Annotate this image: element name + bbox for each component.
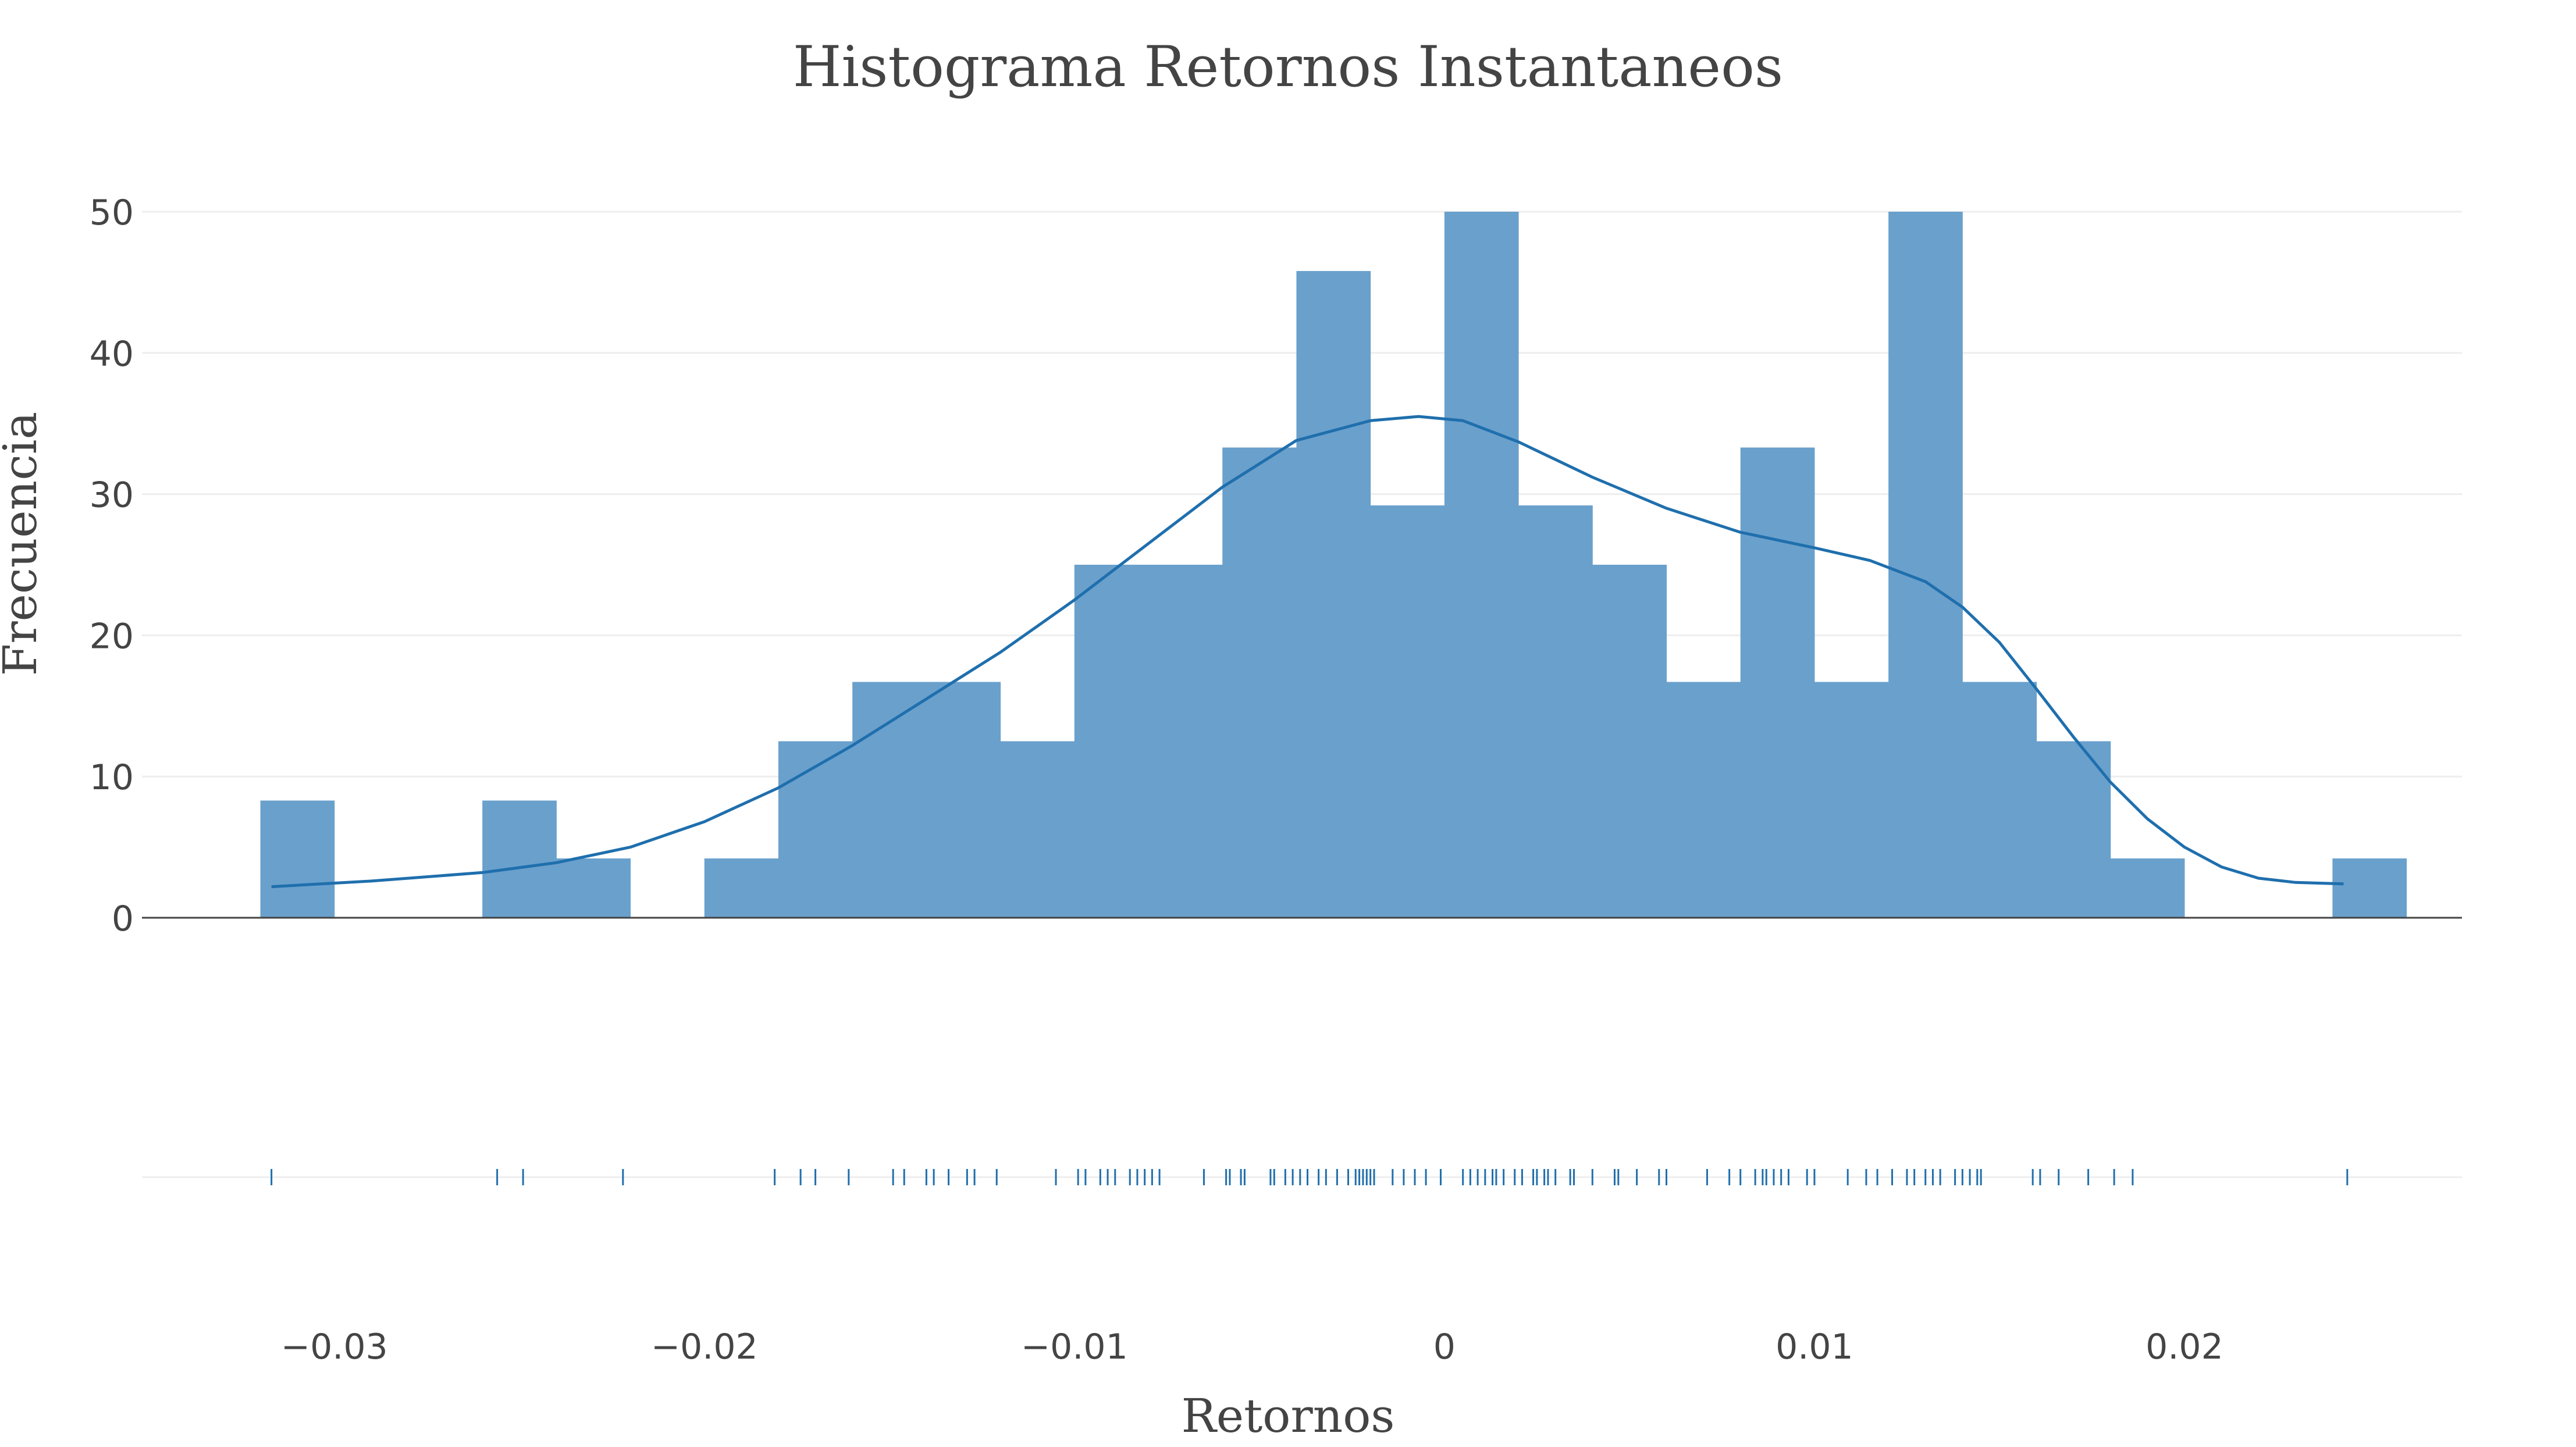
x-tick-label: −0.02	[651, 1327, 758, 1367]
x-tick-label: 0.01	[1776, 1327, 1853, 1367]
histogram-bar	[1148, 565, 1223, 918]
histogram-bar	[260, 800, 335, 918]
y-tick-label: 0	[112, 899, 134, 939]
x-tick-label: −0.01	[1021, 1327, 1128, 1367]
y-tick-label: 40	[90, 334, 134, 375]
histogram-bar	[556, 858, 631, 918]
y-tick-label: 30	[90, 475, 134, 516]
axes-layer: 0 10 20 30 40 50 −0.03 −0.02 −0.01 0 0.01 0.02	[90, 193, 2462, 1367]
x-tick-label: 0	[1433, 1327, 1456, 1367]
histogram-bar	[704, 858, 779, 918]
histogram-bar	[482, 800, 557, 918]
histogram-bar	[852, 682, 927, 918]
histogram-bar	[1666, 682, 1741, 918]
density-curve	[271, 415, 2344, 889]
histogram-bars	[260, 212, 2407, 918]
histogram-bar	[1074, 565, 1149, 918]
y-tick-label: 10	[90, 757, 134, 798]
histogram-bar	[2036, 741, 2111, 918]
histogram-bar	[1962, 682, 2037, 918]
x-tick-label: 0.02	[2146, 1327, 2223, 1367]
histogram-bar	[1518, 505, 1593, 918]
chart-title: Histograma Retornos Instantaneos	[793, 34, 1783, 99]
histogram-bar	[2332, 858, 2407, 918]
histogram-bar	[1592, 565, 1667, 918]
histogram-bar	[1814, 682, 1889, 918]
histogram-bar	[1222, 447, 1297, 918]
rug-plot	[142, 1169, 2462, 1185]
density-curve-layer	[271, 415, 2344, 889]
y-tick-label: 20	[90, 616, 134, 657]
histogram-bar	[2110, 858, 2185, 918]
histogram-bar	[1740, 447, 1815, 918]
y-axis-title: Frecuencia	[0, 412, 47, 676]
histogram-bar	[1888, 212, 1963, 918]
x-tick-label: −0.03	[281, 1327, 388, 1367]
histogram-bar	[1444, 212, 1519, 918]
y-tick-label: 50	[90, 193, 134, 233]
histogram-bar	[1370, 505, 1445, 918]
histogram-bar	[1000, 741, 1075, 918]
histogram-bar	[926, 682, 1001, 918]
histogram-bar	[778, 741, 853, 918]
histogram-bar	[1296, 270, 1371, 918]
x-axis-title: Retornos	[1182, 1389, 1395, 1443]
